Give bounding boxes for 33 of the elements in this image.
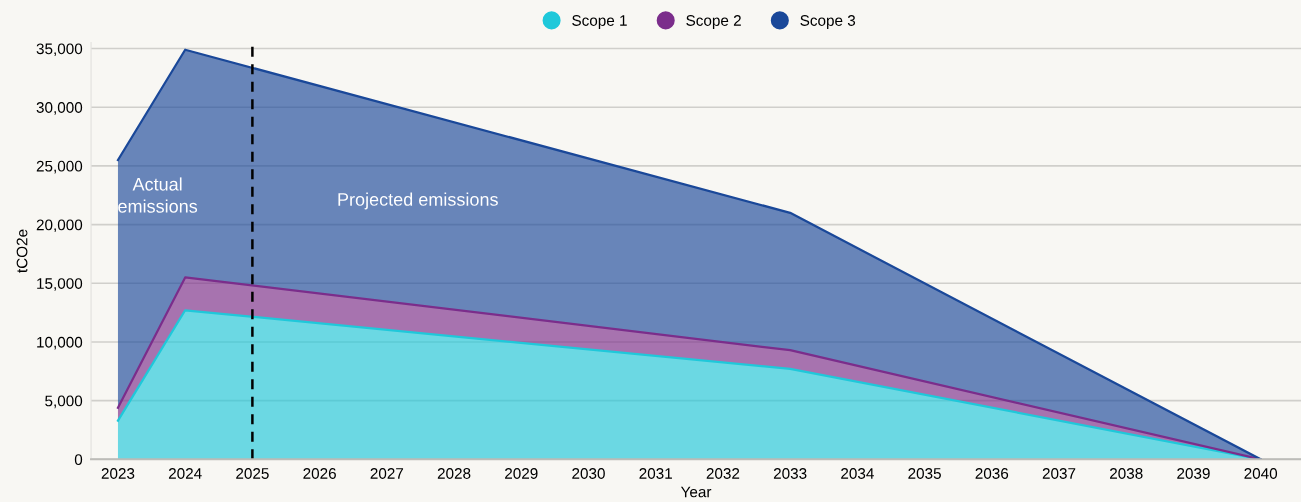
x-tick-label: 2038 xyxy=(1110,468,1143,479)
y-tick-label: 5,000 xyxy=(45,395,83,409)
y-tick-label: 35,000 xyxy=(36,43,83,57)
x-tick-label: 2035 xyxy=(908,468,941,479)
x-tick-label: 2026 xyxy=(303,468,336,479)
y-tick-label: 0 xyxy=(74,454,83,466)
x-tick-label: 2032 xyxy=(706,468,740,479)
x-tick-label: 2030 xyxy=(572,468,605,479)
x-tick-label: 2024 xyxy=(168,468,202,479)
x-axis-title: Year xyxy=(680,486,712,498)
x-tick-label: 2037 xyxy=(1042,468,1076,479)
x-tick-label: 2029 xyxy=(505,468,538,479)
x-tick-label: 2036 xyxy=(975,468,1009,479)
x-tick-label: 2028 xyxy=(437,468,471,479)
y-axis-title: tCO2e xyxy=(16,229,28,273)
y-tick-label: 20,000 xyxy=(36,219,83,233)
x-tick-label: 2034 xyxy=(841,468,874,479)
legend-label: Scope 3 xyxy=(800,15,856,29)
legend-label: Scope 2 xyxy=(686,15,741,29)
x-tick-label: 2031 xyxy=(639,468,672,479)
y-tick-label: 30,000 xyxy=(36,102,83,115)
annotation: Actual emissions xyxy=(118,177,198,213)
y-tick-label: 25,000 xyxy=(36,160,83,174)
legend-label: Scope 1 xyxy=(572,15,627,29)
x-tick-label: 2027 xyxy=(370,468,404,479)
annotation: Projected emissions xyxy=(338,192,498,210)
y-tick-label: 10,000 xyxy=(37,336,83,350)
x-tick-label: 2023 xyxy=(101,468,135,479)
x-tick-label: 2025 xyxy=(236,468,269,479)
x-tick-label: 2039 xyxy=(1177,468,1210,479)
x-tick-label: 2033 xyxy=(773,468,807,479)
x-tick-label: 2040 xyxy=(1244,468,1278,479)
y-tick-label: 15,000 xyxy=(37,278,83,291)
